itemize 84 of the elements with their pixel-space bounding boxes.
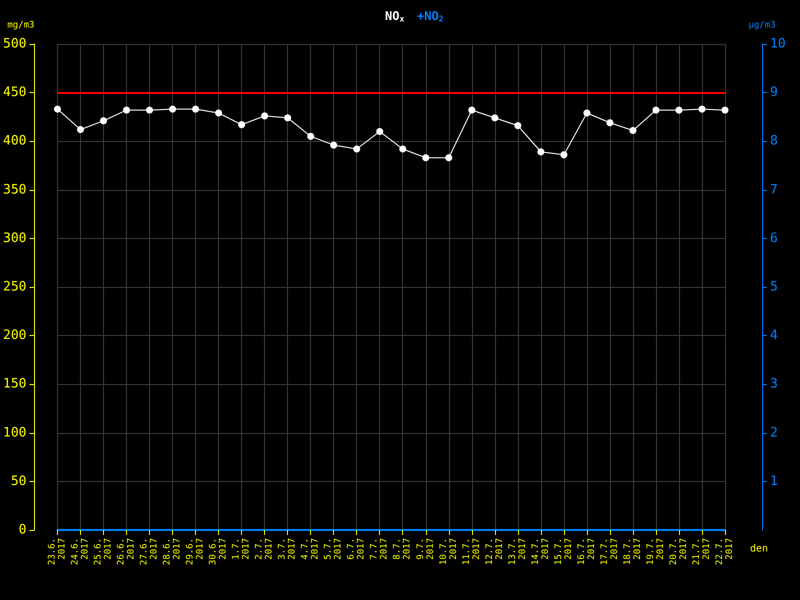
point <box>54 106 61 113</box>
point <box>537 148 544 156</box>
point <box>169 106 176 113</box>
x-tick-label: 19.7. 2017 <box>646 538 666 566</box>
y2-tick-label: 4 <box>770 328 778 344</box>
y-tick-label: 200 <box>2 328 26 344</box>
x-tick-label: 29.6. 2017 <box>186 538 206 566</box>
point <box>100 117 108 124</box>
point <box>422 154 430 162</box>
x-tick-label: 14.7. 2017 <box>530 538 551 566</box>
point <box>77 126 84 134</box>
x-tick-label: 7.7. 2017 <box>370 538 390 560</box>
x-tick-label: 1.7. 2017 <box>232 538 252 560</box>
y2-tick-label: 9 <box>770 85 778 100</box>
y2-tick-label: 2 <box>770 425 778 440</box>
y2-tick-label: 7 <box>770 182 778 198</box>
y-tick-label: 300 <box>2 230 26 246</box>
x-tick-label: 3.7. 2017 <box>278 538 298 560</box>
point <box>123 106 130 114</box>
x-tick-label: 22.7. 2017 <box>715 538 735 566</box>
y-tick-label: 150 <box>2 376 26 392</box>
y2-axis-title: µg/m3 <box>748 20 776 30</box>
x-tick-label: 12.7. 2017 <box>484 538 505 566</box>
y2-tick-label: 8 <box>770 134 778 149</box>
point <box>445 154 452 162</box>
x-tick-label: 8.7. 2017 <box>392 538 413 560</box>
x-tick-label: 11.7. 2017 <box>462 538 482 566</box>
point <box>722 106 728 114</box>
x-tick-label: 24.6. 2017 <box>70 538 90 566</box>
x-tick-label: 4.7. 2017 <box>300 538 321 560</box>
point <box>606 119 614 126</box>
x-tick-label: 9.7. 2017 <box>416 538 436 560</box>
point <box>238 121 246 128</box>
x-tick-label: 10.7. 2017 <box>438 538 459 566</box>
x-tick-label: 13.7. 2017 <box>508 538 528 566</box>
point <box>652 106 660 114</box>
y2-tick-label: 3 <box>770 376 778 392</box>
point <box>560 151 568 158</box>
y-tick-label: 0 <box>18 522 26 538</box>
point <box>583 110 590 117</box>
x-tick-label: 17.7. 2017 <box>600 538 620 566</box>
point <box>491 114 498 122</box>
point <box>215 110 222 117</box>
x-tick-label: 15.7. 2017 <box>554 538 574 566</box>
point <box>192 106 200 113</box>
point <box>376 128 384 135</box>
y-tick-label: 450 <box>2 85 26 100</box>
y-tick-label: 350 <box>2 182 26 198</box>
x-tick-label: 16.7. 2017 <box>576 538 597 566</box>
point <box>284 114 292 122</box>
y2-tick-label: 1 <box>770 474 778 489</box>
point <box>330 142 338 149</box>
x-tick-label: 5.7. 2017 <box>324 538 344 560</box>
y2-tick-label: 6 <box>770 230 778 246</box>
x-tick-label: 18.7. 2017 <box>622 538 643 566</box>
y-tick-label: 50 <box>10 474 26 489</box>
y-axis-title: mg/m3 <box>7 20 34 30</box>
y-tick-label: 500 <box>2 36 26 52</box>
point <box>261 112 268 120</box>
x-tick-label: 6.7. 2017 <box>346 538 367 560</box>
y2-tick-label: 10 <box>770 36 786 52</box>
point <box>675 106 682 114</box>
x-tick-label: 26.6. 2017 <box>116 538 137 566</box>
point <box>514 122 522 130</box>
y-tick-label: 100 <box>2 425 26 440</box>
point <box>468 106 476 114</box>
y-tick-label: 250 <box>2 280 26 294</box>
x-tick-label: 25.6. 2017 <box>94 538 114 566</box>
x-tick-label: 28.6. 2017 <box>162 538 183 566</box>
y-tick-label: 400 <box>2 134 26 149</box>
x-tick-label: 23.6. 2017 <box>47 538 68 566</box>
point <box>698 106 706 113</box>
point <box>353 145 360 152</box>
point <box>629 127 636 134</box>
x-axis-title: den <box>750 544 768 554</box>
x-tick-label: 30.6. 2017 <box>208 538 229 566</box>
point <box>307 132 314 140</box>
x-tick-label: 2.7. 2017 <box>254 538 275 560</box>
point <box>146 106 154 114</box>
x-tick-label: 20.7. 2017 <box>668 538 689 566</box>
y2-tick-label: 5 <box>770 280 778 294</box>
x-tick-label: 21.7. 2017 <box>692 538 712 566</box>
x-tick-label: 27.6. 2017 <box>140 538 160 566</box>
point <box>399 145 406 152</box>
